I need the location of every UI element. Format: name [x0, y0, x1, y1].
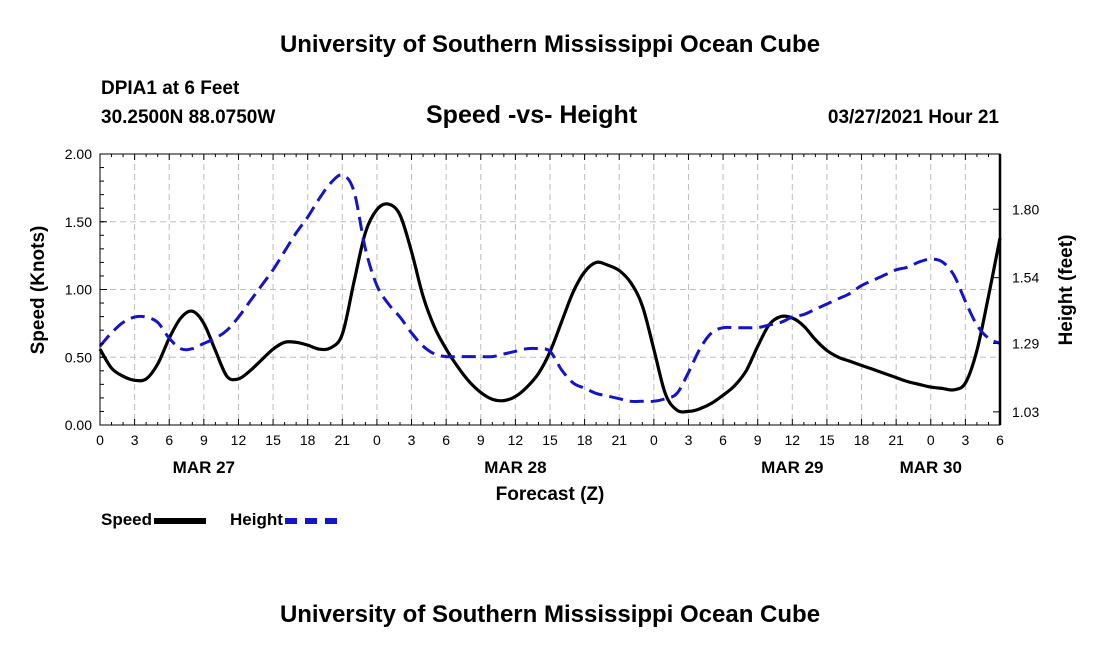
- y-left-tick-label: 0.50: [65, 349, 92, 365]
- x-tick-label: 3: [131, 432, 139, 448]
- legend-speed-label: Speed: [101, 510, 153, 529]
- legend-height-label: Height: [230, 510, 283, 529]
- x-tick-label: 12: [231, 432, 247, 448]
- x-tick-label: 15: [542, 432, 558, 448]
- x-tick-label: 9: [200, 432, 208, 448]
- y-right-tick-label: 1.29: [1012, 335, 1039, 351]
- legend-height-swatch: [284, 517, 337, 524]
- x-tick-label: 18: [854, 432, 870, 448]
- grid-lines: [100, 154, 1000, 425]
- y-left-tick-label: 1.00: [65, 282, 92, 298]
- y-axis-left-label: Speed (Knots): [28, 226, 49, 355]
- x-tick-label: 21: [335, 432, 351, 448]
- x-tick-label: 6: [719, 432, 727, 448]
- x-tick-label: 6: [165, 432, 173, 448]
- x-tick-label: 0: [96, 432, 104, 448]
- y-axis-right-label: Height (feet): [1056, 235, 1077, 346]
- date-label: MAR 27: [173, 458, 235, 477]
- y-left-tick-label: 1.50: [65, 214, 92, 230]
- x-tick-label: 6: [442, 432, 450, 448]
- x-tick-label: 3: [408, 432, 416, 448]
- legend-speed: Speed: [101, 510, 207, 530]
- x-tick-label: 15: [265, 432, 281, 448]
- y-right-tick-label: 1.80: [1012, 201, 1039, 217]
- date-label: MAR 29: [761, 458, 823, 477]
- x-tick-label: 15: [819, 432, 835, 448]
- x-tick-label: 0: [927, 432, 935, 448]
- x-tick-label: 3: [961, 432, 969, 448]
- y-left-tick-label: 2.00: [65, 146, 92, 162]
- x-tick-label: 0: [650, 432, 658, 448]
- station-label: DPIA1 at 6 Feet: [101, 78, 240, 99]
- x-tick-label: 3: [685, 432, 693, 448]
- legend-speed-swatch: [154, 517, 207, 524]
- date-label: MAR 30: [900, 458, 962, 477]
- footer-title: University of Southern Mississippi Ocean…: [279, 601, 821, 628]
- height-series-line: [98, 173, 1001, 404]
- x-tick-label: 12: [785, 432, 801, 448]
- y-left-tick-label: 0.00: [65, 417, 92, 433]
- station-coordinates: 30.2500N 88.0750W: [101, 107, 276, 128]
- date-label: MAR 28: [484, 458, 546, 477]
- x-tick-label: 18: [300, 432, 316, 448]
- y-right-tick-label: 1.54: [1012, 270, 1039, 286]
- x-tick-label: 6: [996, 432, 1004, 448]
- x-tick-label: 21: [888, 432, 904, 448]
- x-tick-label: 12: [508, 432, 524, 448]
- x-tick-label: 18: [577, 432, 593, 448]
- page-title: University of Southern Mississippi Ocean…: [279, 31, 821, 58]
- axes: 0 3 6 9 12 15 18 21 0 3 6 9 12 15 18 21 0 3 6 9 12 15 18 21 0 3 6M…: [65, 146, 1040, 477]
- x-axis-label: Forecast (Z): [496, 484, 605, 505]
- x-tick-label: 0: [373, 432, 381, 448]
- x-tick-label: 21: [611, 432, 627, 448]
- legend-height: Height: [230, 510, 337, 530]
- chart-title: Speed -vs- Height: [426, 101, 638, 129]
- series-lines: [98, 173, 1002, 414]
- x-tick-label: 9: [477, 432, 485, 448]
- y-right-tick-label: 1.03: [1012, 404, 1039, 420]
- forecast-timestamp: 03/27/2021 Hour 21: [827, 107, 999, 128]
- x-tick-label: 9: [754, 432, 762, 448]
